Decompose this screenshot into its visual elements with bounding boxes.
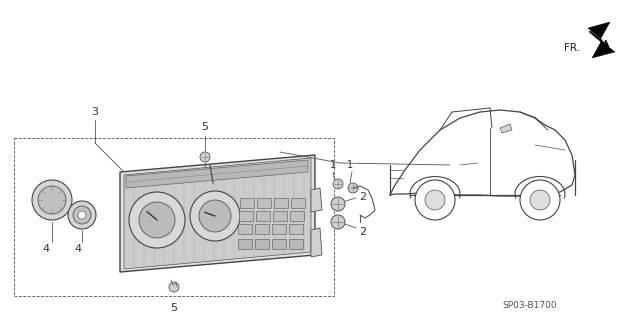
Circle shape [530, 190, 550, 210]
Polygon shape [500, 124, 512, 133]
Polygon shape [311, 228, 322, 257]
Circle shape [169, 282, 179, 292]
Bar [255, 224, 269, 234]
Bar [273, 211, 287, 221]
Circle shape [129, 192, 185, 248]
Polygon shape [311, 188, 322, 212]
Circle shape [32, 180, 72, 220]
Circle shape [331, 197, 345, 211]
Text: 2: 2 [360, 227, 367, 237]
Circle shape [200, 152, 210, 162]
Circle shape [331, 215, 345, 229]
Circle shape [520, 180, 560, 220]
Bar [256, 211, 270, 221]
Text: 1: 1 [347, 160, 353, 170]
Circle shape [190, 191, 240, 241]
Text: 3: 3 [92, 107, 99, 117]
Bar [257, 198, 271, 208]
Text: 4: 4 [42, 244, 49, 254]
Bar [291, 198, 305, 208]
Text: 4: 4 [74, 244, 81, 254]
Polygon shape [120, 155, 315, 272]
Bar [290, 211, 304, 221]
Circle shape [78, 211, 86, 219]
Bar [239, 211, 253, 221]
Bar [240, 198, 254, 208]
Polygon shape [124, 158, 311, 269]
Circle shape [415, 180, 455, 220]
Circle shape [68, 201, 96, 229]
Text: 5: 5 [170, 303, 177, 313]
Circle shape [73, 206, 91, 224]
Text: 5: 5 [202, 122, 209, 132]
Circle shape [139, 202, 175, 238]
Circle shape [348, 183, 358, 193]
Circle shape [199, 200, 231, 232]
Bar [289, 239, 303, 249]
Bar [289, 224, 303, 234]
Bar [238, 239, 252, 249]
Bar [272, 239, 286, 249]
Circle shape [38, 186, 66, 214]
Bar [238, 224, 252, 234]
Bar [272, 224, 286, 234]
Text: SP03-B1700: SP03-B1700 [502, 300, 557, 309]
Bar [255, 239, 269, 249]
Text: 1: 1 [330, 160, 336, 170]
Polygon shape [126, 160, 308, 188]
Text: 2: 2 [360, 192, 367, 202]
Bar [14, 138, 334, 296]
Circle shape [425, 190, 445, 210]
Polygon shape [588, 22, 615, 58]
Circle shape [333, 179, 343, 189]
Bar [274, 198, 288, 208]
Text: FR.: FR. [564, 43, 580, 53]
